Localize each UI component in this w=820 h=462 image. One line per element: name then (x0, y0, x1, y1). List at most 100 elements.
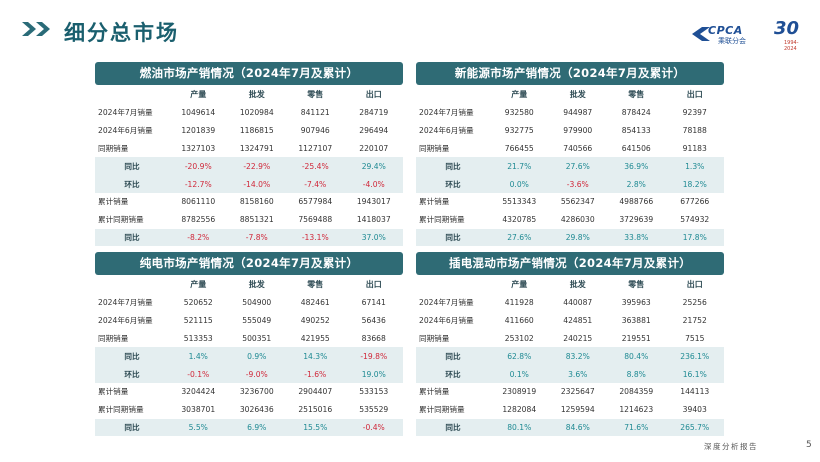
panel-title: 燃油市场产销情况（2024年7月及累计） (95, 62, 403, 85)
table-row: 2024年7月销量 411928 440087 395963 25256 (416, 294, 724, 312)
column-header: 产量 (190, 90, 207, 99)
panel-title: 纯电市场产销情况（2024年7月及累计） (95, 252, 403, 275)
row-label: 同比 (416, 347, 490, 366)
table-row: 同比 -8.2% -7.8% -13.1% 37.0% (95, 228, 403, 247)
table-cell: 62.8% (490, 347, 549, 366)
table-cell: 363881 (621, 316, 651, 326)
table-cell: -19.8% (344, 347, 403, 366)
table-cell: -14.0% (227, 175, 286, 193)
table-cell: 240215 (563, 333, 593, 343)
table-cell: 8851321 (239, 215, 274, 225)
table-cell: 3026436 (239, 405, 274, 415)
table-cell: 1214623 (619, 405, 654, 415)
table-cell: -4.0% (344, 175, 403, 193)
table-cell: 907946 (300, 126, 330, 136)
panel-phev-market: 插电混动市场产销情况（2024年7月及累计） 产量 批发 零售 出口 2024年7月销… (416, 252, 724, 437)
table-cell: 2904407 (298, 387, 333, 397)
table-cell: -1.6% (286, 365, 345, 383)
table-cell: 440087 (563, 298, 593, 308)
table-cell: 5562347 (560, 197, 595, 207)
table-cell: 533153 (359, 387, 389, 397)
table-cell: 144113 (680, 387, 710, 397)
table-row: 2024年6月销量 932775 979900 854133 78188 (416, 122, 724, 140)
table-cell: 296494 (359, 126, 389, 136)
data-table: 产量 批发 零售 出口 2024年7月销量 411928 440087 395963 2525… (416, 275, 724, 437)
table-cell: 25256 (682, 298, 707, 308)
table-cell: 490252 (300, 316, 330, 326)
table-cell: -0.4% (344, 418, 403, 437)
table-cell: -8.2% (169, 228, 228, 247)
table-cell: 3038701 (181, 405, 216, 415)
table-row: 同比 62.8% 83.2% 80.4% 236.1% (416, 347, 724, 366)
column-header: 零售 (628, 90, 645, 99)
table-cell: 854133 (621, 126, 651, 136)
table-row: 同比 27.6% 29.8% 33.8% 17.8% (416, 228, 724, 247)
table-cell: 18.2% (665, 175, 724, 193)
table-cell: 411928 (504, 298, 534, 308)
table-header-row: 产量 批发 零售 出口 (416, 275, 724, 294)
table-cell: 83668 (361, 333, 386, 343)
row-label: 环比 (416, 365, 490, 383)
row-label: 环比 (95, 175, 169, 193)
table-cell: 424851 (563, 316, 593, 326)
panel-bev-market: 纯电市场产销情况（2024年7月及累计） 产量 批发 零售 出口 2024年7月销量 5… (95, 252, 403, 437)
table-header-corner (95, 275, 169, 294)
table-cell: 4286030 (560, 215, 595, 225)
table-cell: 4320785 (502, 215, 537, 225)
table-cell: 1.4% (169, 347, 228, 366)
table-row: 2024年7月销量 1049614 1020984 841121 284719 (95, 104, 403, 122)
row-label: 2024年6月销量 (419, 316, 474, 326)
table-cell: 3236700 (239, 387, 274, 397)
row-label: 同比 (95, 228, 169, 247)
table-cell: 500351 (242, 333, 272, 343)
table-cell: 92397 (682, 108, 707, 118)
table-cell: 29.8% (548, 228, 607, 247)
table-header-corner (95, 85, 169, 104)
table-cell: 84.6% (548, 418, 607, 437)
table-cell: 16.1% (665, 365, 724, 383)
table-cell: -22.9% (227, 157, 286, 176)
table-header-row: 产量 批发 零售 出口 (95, 275, 403, 294)
table-cell: 1020984 (239, 108, 274, 118)
row-label: 累计销量 (419, 197, 450, 207)
table-header-row: 产量 批发 零售 出口 (95, 85, 403, 104)
data-table: 产量 批发 零售 出口 2024年7月销量 520652 504900 482461 6714… (95, 275, 403, 437)
table-row: 累计销量 2308919 2325647 2084359 144113 (416, 383, 724, 401)
column-header: 零售 (307, 90, 324, 99)
table-cell: 17.8% (665, 228, 724, 247)
column-header: 产量 (511, 90, 528, 99)
table-cell: 236.1% (665, 347, 724, 366)
table-row: 累计销量 8061110 8158160 6577984 1943017 (95, 193, 403, 211)
table-cell: 3729639 (619, 215, 654, 225)
table-cell: 6577984 (298, 197, 333, 207)
data-table: 产量 批发 零售 出口 2024年7月销量 932580 944987 878424 9239… (416, 85, 724, 247)
column-header: 出口 (686, 90, 703, 99)
table-cell: 1324791 (239, 143, 274, 153)
column-header: 零售 (307, 280, 324, 289)
table-cell: 80.4% (607, 347, 666, 366)
table-cell: 265.7% (665, 418, 724, 437)
row-label: 同期销量 (419, 333, 450, 343)
page-number: 5 (806, 440, 812, 450)
table-row: 2024年6月销量 1201839 1186815 907946 296494 (95, 122, 403, 140)
table-row: 2024年7月销量 520652 504900 482461 67141 (95, 294, 403, 312)
table-row: 同期销量 253102 240215 219551 7515 (416, 330, 724, 348)
table-row: 同期销量 766455 740566 641506 91183 (416, 140, 724, 158)
table-cell: 8.8% (607, 365, 666, 383)
chevron-right-icon (22, 22, 36, 36)
table-header-corner (416, 275, 490, 294)
table-cell: -3.6% (548, 175, 607, 193)
table-cell: 1127107 (298, 143, 333, 153)
table-row: 同期销量 1327103 1324791 1127107 220107 (95, 140, 403, 158)
table-cell: 39403 (682, 405, 707, 415)
table-cell: 4988766 (619, 197, 654, 207)
table-cell: 19.0% (344, 365, 403, 383)
table-cell: 944987 (563, 108, 593, 118)
table-cell: 574932 (680, 215, 710, 225)
cpca-logo-subtext: 乘联分会 (718, 37, 746, 45)
wing-icon (692, 27, 710, 41)
table-row: 累计同期销量 4320785 4286030 3729639 574932 (416, 211, 724, 229)
column-header: 出口 (686, 280, 703, 289)
table-cell: 27.6% (490, 228, 549, 247)
column-header: 批发 (248, 280, 265, 289)
